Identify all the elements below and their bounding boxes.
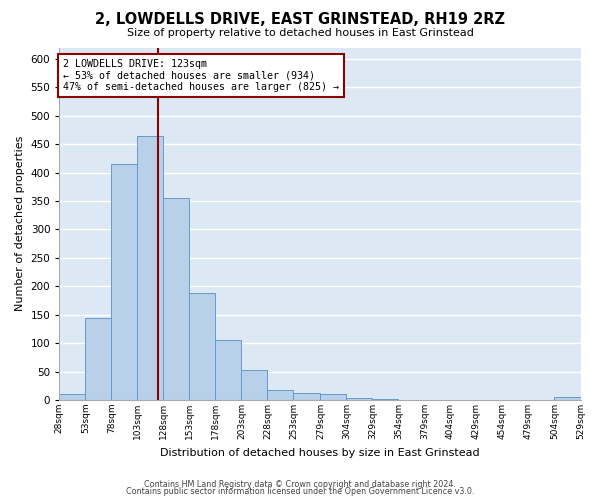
Bar xyxy=(59,394,85,400)
Bar xyxy=(190,293,215,400)
Bar xyxy=(215,340,241,400)
Text: Contains public sector information licensed under the Open Government Licence v3: Contains public sector information licen… xyxy=(126,487,474,496)
Bar xyxy=(241,370,268,400)
Text: 2 LOWDELLS DRIVE: 123sqm
← 53% of detached houses are smaller (934)
47% of semi-: 2 LOWDELLS DRIVE: 123sqm ← 53% of detach… xyxy=(64,59,340,92)
Bar xyxy=(268,390,293,400)
Bar xyxy=(293,392,320,400)
Bar xyxy=(137,136,163,400)
Bar xyxy=(112,164,137,400)
Bar xyxy=(554,397,581,400)
Bar xyxy=(85,318,112,400)
Bar xyxy=(346,398,373,400)
Bar xyxy=(320,394,346,400)
X-axis label: Distribution of detached houses by size in East Grinstead: Distribution of detached houses by size … xyxy=(160,448,480,458)
Y-axis label: Number of detached properties: Number of detached properties xyxy=(15,136,25,312)
Text: 2, LOWDELLS DRIVE, EAST GRINSTEAD, RH19 2RZ: 2, LOWDELLS DRIVE, EAST GRINSTEAD, RH19 … xyxy=(95,12,505,28)
Bar xyxy=(163,198,190,400)
Text: Contains HM Land Registry data © Crown copyright and database right 2024.: Contains HM Land Registry data © Crown c… xyxy=(144,480,456,489)
Text: Size of property relative to detached houses in East Grinstead: Size of property relative to detached ho… xyxy=(127,28,473,38)
